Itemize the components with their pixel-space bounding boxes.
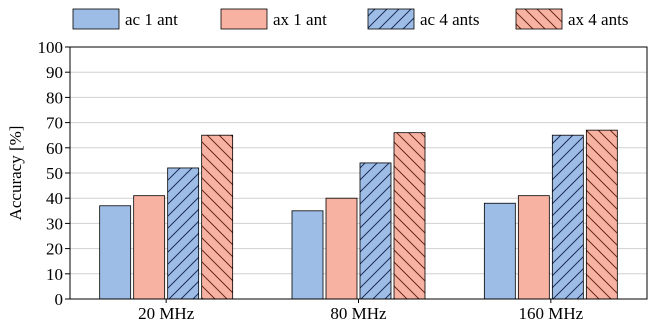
legend-label: ac 4 ants (420, 10, 479, 29)
y-tick-label: 40 (46, 189, 63, 208)
bar-ax-4-ants-20-MHz (201, 134, 234, 300)
bar-ax-4-ants-160-MHz (585, 129, 618, 300)
x-tick-label: 80 MHz (330, 304, 387, 323)
x-tick-label: 20 MHz (138, 304, 195, 323)
y-tick-label: 80 (46, 88, 63, 107)
bar-ac-1-ant-20-MHz (99, 205, 132, 300)
bar-ax-4-ants-80-MHz (393, 132, 426, 300)
axes: 0 10 20 30 40 50 60 70 80 90 100 20 MHz 80 MHz 160 MH… (38, 38, 648, 323)
y-tick-label: 60 (46, 139, 63, 158)
legend-swatch (515, 8, 563, 30)
bar-ac-4-ants-80-MHz (359, 162, 392, 300)
y-tick-label: 70 (46, 114, 63, 133)
legend-swatch (72, 8, 120, 30)
bar-ax-1-ant-160-MHz (517, 195, 550, 300)
bar-ac-4-ants-20-MHz (167, 167, 200, 300)
x-tick-label: 160 MHz (518, 304, 583, 323)
bar-ax-1-ant-80-MHz (325, 197, 358, 300)
y-tick-label: 10 (46, 265, 63, 284)
y-tick-label: 50 (46, 164, 63, 183)
y-tick-label: 30 (46, 214, 63, 233)
legend-label: ax 1 ant (273, 10, 327, 29)
legend-label: ax 4 ants (568, 10, 628, 29)
y-tick-label: 0 (55, 290, 64, 309)
bar-ac-4-ants-160-MHz (551, 134, 584, 300)
legend-swatch (220, 8, 268, 30)
legend-label: ac 1 ant (125, 10, 178, 29)
y-tick-label: 90 (46, 63, 63, 82)
y-axis-label: Accuracy [%] (6, 126, 25, 221)
y-tick-label: 20 (46, 240, 63, 259)
legend-swatch (367, 8, 415, 30)
bar-ax-1-ant-20-MHz (133, 195, 166, 300)
bar-ac-1-ant-80-MHz (291, 210, 324, 300)
bar-ac-1-ant-160-MHz (483, 202, 516, 300)
legend: ac 1 ant ax 1 ant ac 4 ants ax 4 ants (72, 8, 628, 30)
y-tick-label: 100 (38, 38, 64, 57)
